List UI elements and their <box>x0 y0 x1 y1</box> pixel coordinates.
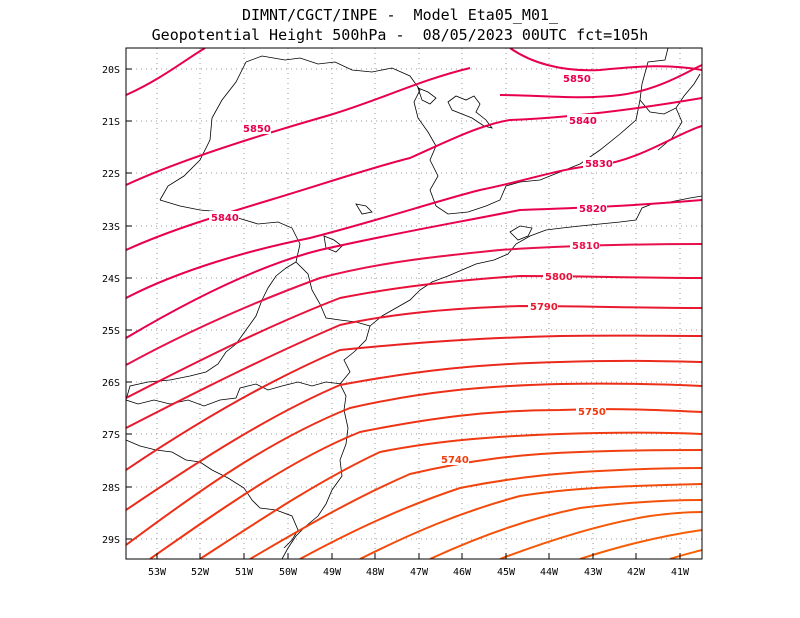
lon-label: 47W <box>410 567 429 578</box>
lon-label: 42W <box>627 567 646 578</box>
contour-label: 5800 <box>545 272 573 283</box>
lat-label: 20S <box>102 65 120 76</box>
lon-label: 50W <box>279 567 298 578</box>
lon-label: 52W <box>191 567 210 578</box>
contour-labels: 5850 5850 5840 5840 5830 5820 5810 5800 … <box>209 72 613 466</box>
contour-label: 5850 <box>563 74 591 85</box>
contour-label: 5790 <box>530 302 558 313</box>
lon-label: 41W <box>671 567 690 578</box>
lat-label: 28S <box>102 483 120 494</box>
lon-label: 43W <box>584 567 603 578</box>
lat-label: 23S <box>102 222 120 233</box>
lat-label: 22S <box>102 169 120 180</box>
lon-axis: 53W 52W 51W 50W 49W 48W 47W 46W 45W 44W … <box>148 567 690 578</box>
lat-label: 21S <box>102 117 120 128</box>
height-contours <box>126 48 702 559</box>
lon-label: 48W <box>366 567 385 578</box>
lat-label: 26S <box>102 378 120 389</box>
lon-label: 49W <box>323 567 342 578</box>
contour-label: 5810 <box>572 241 600 252</box>
contour-label: 5740 <box>441 455 469 466</box>
contour-label: 5840 <box>569 116 597 127</box>
lat-label: 27S <box>102 430 120 441</box>
lon-label: 46W <box>453 567 472 578</box>
lon-label: 53W <box>148 567 167 578</box>
lon-label: 51W <box>235 567 254 578</box>
contour-label: 5750 <box>578 407 606 418</box>
contour-label: 5830 <box>585 159 613 170</box>
lat-label: 24S <box>102 274 120 285</box>
contour-label: 5820 <box>579 204 607 215</box>
lat-axis: 20S 21S 22S 23S 24S 25S 26S 27S 28S 29S <box>102 65 120 546</box>
plot-frame <box>125 47 703 560</box>
lat-label: 25S <box>102 326 120 337</box>
grid-lines <box>126 48 702 559</box>
lon-label: 45W <box>497 567 516 578</box>
contour-label: 5840 <box>211 213 239 224</box>
contour-label: 5850 <box>243 124 271 135</box>
lat-label: 29S <box>102 535 120 546</box>
tick-marks <box>126 68 681 559</box>
lon-label: 44W <box>540 567 559 578</box>
chart-title-line2: Geopotential Height 500hPa - 08/05/2023 … <box>151 26 649 44</box>
chart-title-line1: DIMNT/CGCT/INPE - Model Eta05_M01_ <box>241 6 559 24</box>
